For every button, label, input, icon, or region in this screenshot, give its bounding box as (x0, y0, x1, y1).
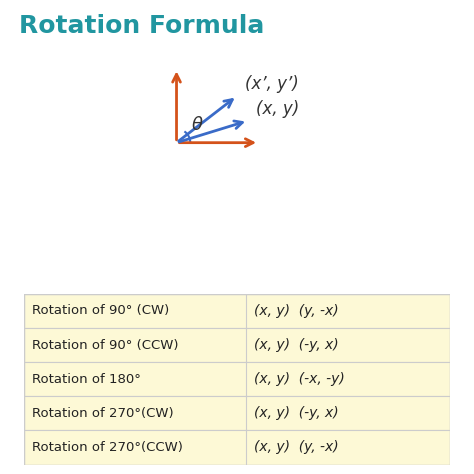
Text: (x, y)  (y, -x): (x, y) (y, -x) (254, 304, 339, 318)
Text: (x, y)  (-y, x): (x, y) (-y, x) (254, 406, 339, 420)
Text: Rotation of 90° (CW): Rotation of 90° (CW) (32, 304, 170, 318)
Text: (x, y)  (-y, x): (x, y) (-y, x) (254, 338, 339, 352)
Text: Rotation of 180°: Rotation of 180° (32, 373, 141, 386)
Text: (x, y)  (y, -x): (x, y) (y, -x) (254, 440, 339, 455)
FancyBboxPatch shape (24, 362, 450, 396)
FancyBboxPatch shape (24, 396, 450, 430)
FancyBboxPatch shape (24, 430, 450, 465)
Text: Rotation Formula: Rotation Formula (19, 14, 264, 38)
FancyBboxPatch shape (24, 294, 450, 328)
FancyBboxPatch shape (24, 328, 450, 362)
Text: (x, y)  (-x, -y): (x, y) (-x, -y) (254, 372, 345, 386)
Text: Rotation of 90° (CCW): Rotation of 90° (CCW) (32, 338, 179, 352)
Text: θ: θ (191, 117, 203, 135)
Text: Rotation of 270°(CW): Rotation of 270°(CW) (32, 407, 174, 420)
Text: (x, y): (x, y) (256, 100, 300, 118)
Text: Rotation of 270°(CCW): Rotation of 270°(CCW) (32, 441, 183, 454)
Text: (x’, y’): (x’, y’) (245, 75, 299, 93)
